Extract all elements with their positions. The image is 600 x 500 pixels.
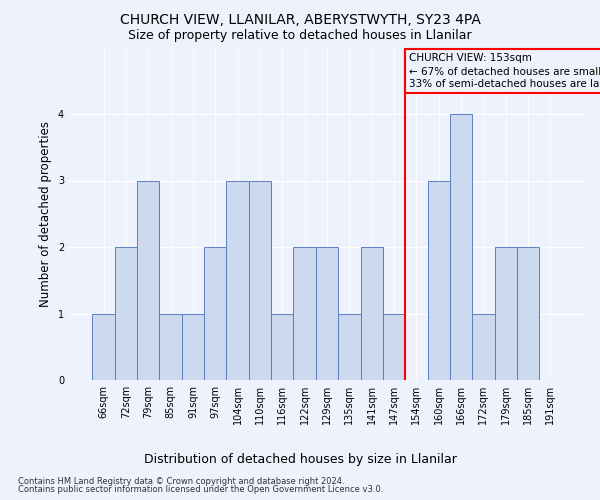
Bar [428, 180, 450, 380]
Y-axis label: Number of detached properties: Number of detached properties [40, 120, 52, 306]
Bar [383, 314, 405, 380]
Bar [115, 247, 137, 380]
Bar [249, 180, 271, 380]
Bar [494, 247, 517, 380]
Text: Contains HM Land Registry data © Crown copyright and database right 2024.: Contains HM Land Registry data © Crown c… [18, 477, 344, 486]
Bar [182, 314, 204, 380]
Bar [361, 247, 383, 380]
Text: CHURCH VIEW, LLANILAR, ABERYSTWYTH, SY23 4PA: CHURCH VIEW, LLANILAR, ABERYSTWYTH, SY23… [119, 12, 481, 26]
Bar [316, 247, 338, 380]
Bar [517, 247, 539, 380]
Bar [92, 314, 115, 380]
Text: Contains public sector information licensed under the Open Government Licence v3: Contains public sector information licen… [18, 485, 383, 494]
Text: Distribution of detached houses by size in Llanilar: Distribution of detached houses by size … [143, 452, 457, 466]
Text: Size of property relative to detached houses in Llanilar: Size of property relative to detached ho… [128, 29, 472, 42]
Bar [204, 247, 226, 380]
Bar [271, 314, 293, 380]
Bar [293, 247, 316, 380]
Bar [160, 314, 182, 380]
Bar [472, 314, 494, 380]
Bar [226, 180, 249, 380]
Bar [450, 114, 472, 380]
Bar [338, 314, 361, 380]
Bar [137, 180, 160, 380]
Text: CHURCH VIEW: 153sqm
← 67% of detached houses are smaller (24)
33% of semi-detach: CHURCH VIEW: 153sqm ← 67% of detached ho… [409, 53, 600, 89]
